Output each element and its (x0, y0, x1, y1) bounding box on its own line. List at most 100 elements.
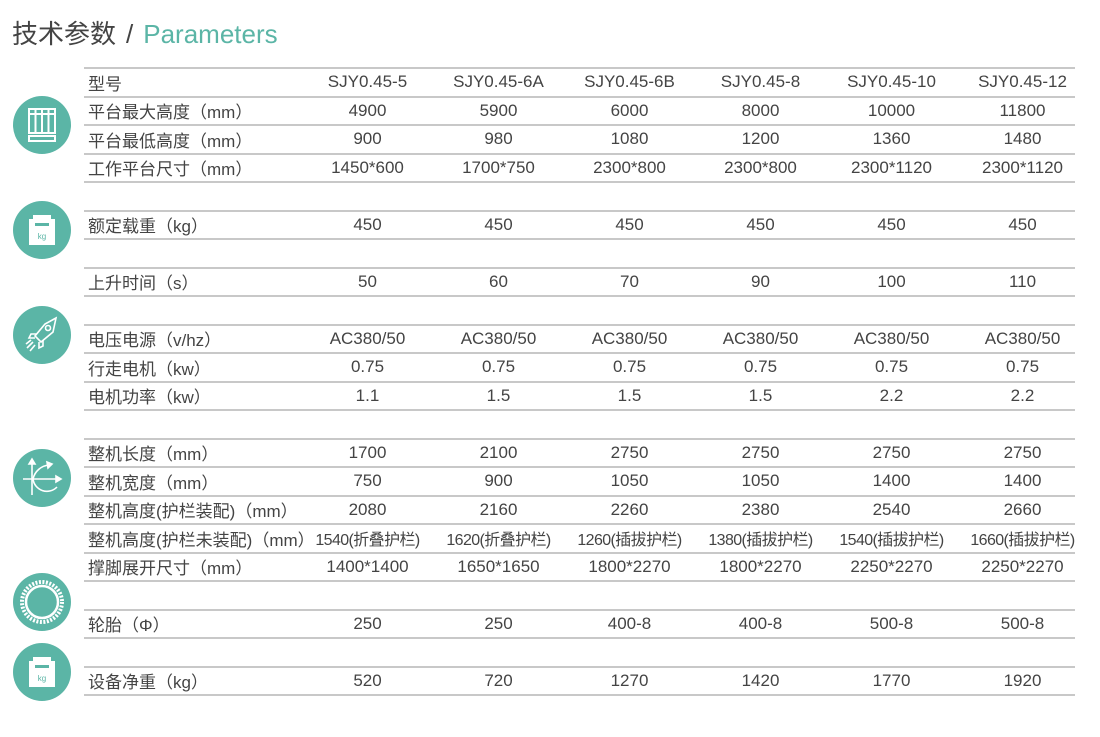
table-row: 轮胎（Φ） 250 250 400-8 400-8 500-8 500-8 (84, 611, 1075, 639)
table-cell: 1620(折叠护栏) (446, 532, 551, 550)
table-cell: 2750 (741, 442, 780, 462)
table-cell: 1650*1650 (457, 556, 540, 576)
table-cell: 2250*2270 (850, 556, 933, 576)
table-cell: 1050 (610, 471, 649, 491)
table-cell: 720 (484, 670, 513, 690)
table-cell: 450 (877, 214, 906, 234)
table-cell: 11800 (999, 100, 1046, 120)
table-cell: AC380/50 (460, 328, 537, 348)
row-label: 上升时间（s） (88, 274, 199, 294)
table-row: 设备净重（kg） 520 720 1270 1420 1770 1920 (84, 668, 1075, 696)
table-cell: AC380/50 (722, 328, 799, 348)
table-cell: SJY0.45-5 (327, 72, 408, 92)
rocket-icon (13, 306, 71, 364)
table-cell: 6000 (610, 100, 649, 120)
table-row: 额定载重（kg） 450 450 450 450 450 450 (84, 212, 1075, 240)
table-row: 上升时间（s） 50 60 70 90 100 110 (84, 269, 1075, 297)
row-label: 平台最大高度（mm） (88, 103, 253, 123)
table-cell: 1480 (1003, 129, 1042, 149)
table-cell: 900 (484, 471, 513, 491)
table-cell: 400-8 (607, 613, 652, 633)
row-label: 行走电机（kw） (88, 359, 211, 379)
table-cell: 2380 (741, 499, 780, 519)
table-cell: 520 (353, 670, 382, 690)
table-cell: 0.75 (1005, 357, 1040, 377)
table-cell: 1700 (348, 442, 387, 462)
table-cell: 0.75 (350, 357, 385, 377)
table-cell: 1270 (610, 670, 649, 690)
table-cell: 1770 (872, 670, 911, 690)
table-cell: 5900 (479, 100, 518, 120)
table-cell: 2300*800 (593, 157, 666, 177)
table-cell: 1660(插拔护栏) (970, 532, 1075, 550)
table-cell: 1200 (741, 129, 780, 149)
row-label: 工作平台尺寸（mm） (88, 160, 253, 180)
table-cell: 1420 (741, 670, 780, 690)
table-cell: 70 (620, 271, 639, 291)
table-cell: AC380/50 (591, 328, 668, 348)
row-label: 整机宽度（mm） (88, 473, 219, 493)
table-cell: 450 (484, 214, 513, 234)
table-cell: 1400*1400 (326, 556, 409, 576)
table-row: 整机高度(护栏装配)（mm） 2080 2160 2260 2380 2540 2660 (84, 497, 1075, 525)
table-cell: 4900 (348, 100, 387, 120)
table-cell: 1800*2270 (588, 556, 671, 576)
table-cell: 2300*1120 (851, 157, 932, 177)
table-cell: 1380(插拔护栏) (708, 532, 813, 550)
table-cell: 250 (353, 613, 382, 633)
table-cell: 450 (615, 214, 644, 234)
table-cell: 1400 (1003, 471, 1042, 491)
spec-group: 型号 SJY0.45-5 SJY0.45-6A SJY0.45-6B SJY0.45-8… (84, 67, 1075, 183)
table-cell: 2250*2270 (981, 556, 1064, 576)
dimension-arrows-icon (13, 449, 71, 507)
table-cell: 900 (353, 129, 382, 149)
table-row: 工作平台尺寸（mm） 1450*600 1700*750 2300*800 2300*8… (84, 155, 1075, 183)
table-cell: 2260 (610, 499, 649, 519)
table-cell: 450 (746, 214, 775, 234)
table-cell: 2660 (1003, 499, 1042, 519)
kg-label: kg (38, 674, 46, 683)
table-cell: 2300*1120 (982, 157, 1063, 177)
tire-icon (13, 573, 71, 631)
table-cell: SJY0.45-6B (584, 72, 675, 92)
table-cell: 90 (751, 271, 770, 291)
table-cell: 500-8 (1000, 613, 1045, 633)
table-cell: 1800*2270 (719, 556, 802, 576)
table-cell: 1080 (610, 129, 649, 149)
table-cell: 980 (484, 129, 513, 149)
table-cell: 1540(插拔护栏) (839, 532, 944, 550)
table-cell: 450 (1008, 214, 1037, 234)
table-cell: 2540 (872, 499, 911, 519)
table-cell: 1360 (872, 129, 911, 149)
table-cell: 0.75 (743, 357, 778, 377)
table-cell: SJY0.45-8 (720, 72, 801, 92)
title-cn: 技术参数 (12, 19, 117, 49)
load-weight-icon: kg (13, 201, 71, 259)
spec-group: 额定载重（kg） 450 450 450 450 450 450 (84, 209, 1075, 240)
table-row: 型号 SJY0.45-5 SJY0.45-6A SJY0.45-6B SJY0.45-8… (84, 69, 1075, 98)
table-cell: 1.5 (486, 385, 511, 405)
table-cell: 1920 (1003, 670, 1042, 690)
table-cell: 450 (353, 214, 382, 234)
table-row: 电机功率（kw） 1.1 1.5 1.5 1.5 2.2 2.2 (84, 383, 1075, 411)
table-cell: 110 (1008, 271, 1037, 291)
row-label: 电压电源（v/hz） (88, 331, 222, 351)
table-cell: 2300*800 (724, 157, 797, 177)
table-row: 撑脚展开尺寸（mm） 1400*1400 1650*1650 1800*2270 180… (84, 554, 1075, 582)
spec-table: 型号 SJY0.45-5 SJY0.45-6A SJY0.45-6B SJY0.45-8… (84, 67, 1075, 696)
table-cell: 1260(插拔护栏) (577, 532, 682, 550)
group-spacer (84, 411, 1075, 438)
group-spacer (84, 297, 1075, 324)
table-cell: 1400 (872, 471, 911, 491)
row-label: 额定载重（kg） (88, 217, 208, 237)
group-spacer (84, 582, 1075, 609)
table-cell: 10000 (867, 100, 916, 120)
row-label: 轮胎（Φ） (88, 616, 170, 636)
table-row: 整机高度(护栏未装配)（mm） 1540(折叠护栏) 1620(折叠护栏) 1260(… (84, 525, 1075, 554)
table-row: 平台最低高度（mm） 900 980 1080 1200 1360 1480 (84, 126, 1075, 155)
table-row: 行走电机（kw） 0.75 0.75 0.75 0.75 0.75 0.75 (84, 354, 1075, 383)
table-cell: 250 (484, 613, 513, 633)
spec-group: 整机长度（mm） 1700 2100 2750 2750 2750 2750 整机宽度（mm）… (84, 437, 1075, 582)
table-cell: 0.75 (612, 357, 647, 377)
row-label: 电机功率（kw） (88, 388, 211, 408)
